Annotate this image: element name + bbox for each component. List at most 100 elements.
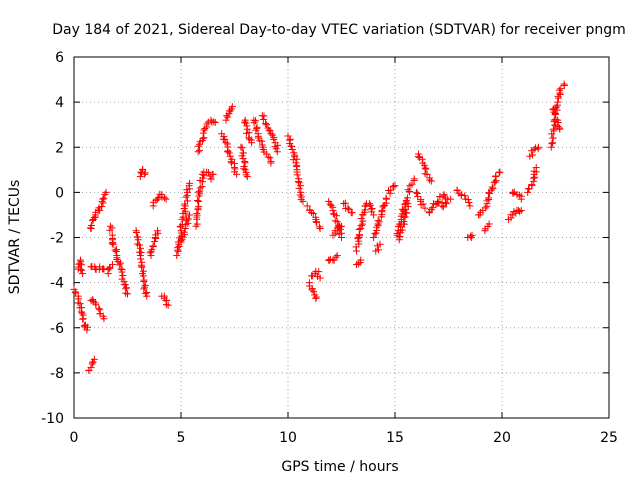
data-point [100, 194, 108, 202]
data-point [421, 204, 429, 212]
data-point [357, 256, 365, 264]
data-point [264, 153, 272, 161]
y-tick-label: -4 [50, 276, 64, 292]
data-point [149, 242, 157, 250]
data-point [403, 209, 411, 217]
data-point [260, 112, 268, 120]
data-point [465, 198, 473, 206]
data-point [532, 164, 540, 172]
y-tick-label: -8 [50, 366, 64, 382]
data-point [488, 183, 496, 191]
data-point [141, 170, 149, 178]
data-point [357, 221, 365, 229]
data-point [489, 185, 497, 193]
data-point [118, 268, 126, 276]
data-point [106, 222, 114, 230]
data-point [239, 155, 247, 163]
data-point [193, 197, 201, 205]
data-point [242, 171, 250, 179]
data-point [221, 135, 229, 143]
data-point [525, 185, 533, 193]
data-point [262, 119, 270, 127]
x-tick-label: 10 [279, 430, 297, 446]
data-point [201, 125, 209, 133]
y-tick-label: 4 [55, 95, 64, 111]
data-point [315, 268, 323, 276]
data-point [207, 175, 215, 183]
data-point [77, 258, 85, 266]
data-point [248, 139, 256, 147]
data-point [137, 249, 145, 257]
data-point [550, 108, 558, 116]
data-point [422, 165, 430, 173]
data-point [224, 113, 232, 121]
data-point [199, 129, 207, 137]
data-point [516, 208, 524, 216]
data-point [434, 197, 442, 205]
data-point [366, 201, 374, 209]
data-point [357, 215, 365, 223]
data-point [209, 170, 217, 178]
data-point [143, 292, 151, 300]
y-tick-label: 6 [55, 50, 64, 66]
data-point [200, 134, 208, 142]
data-point [524, 188, 532, 196]
data-point [134, 236, 142, 244]
data-point [210, 118, 218, 126]
data-points [70, 80, 568, 375]
data-point [316, 274, 324, 282]
data-point [315, 223, 323, 231]
data-point [549, 134, 557, 142]
data-point [87, 221, 95, 229]
data-point [404, 186, 412, 194]
data-point [243, 173, 251, 181]
data-point [332, 253, 340, 261]
y-axis-label: SDTVAR / TECUs [7, 180, 23, 295]
data-point [312, 294, 320, 302]
data-point [382, 194, 390, 202]
data-point [401, 213, 409, 221]
data-point [482, 204, 490, 212]
data-point [173, 252, 181, 260]
data-point [78, 266, 86, 274]
data-point [240, 165, 248, 173]
data-point [273, 148, 281, 156]
data-point [263, 121, 271, 129]
data-point [155, 194, 163, 202]
data-point [204, 169, 212, 177]
data-point [184, 215, 192, 223]
data-point [250, 119, 258, 127]
data-point [410, 175, 418, 183]
data-point [222, 139, 230, 147]
data-point [371, 230, 379, 238]
x-tick-label: 5 [177, 430, 186, 446]
data-point [254, 132, 262, 140]
data-point [186, 179, 194, 187]
data-point [442, 200, 450, 208]
data-point [386, 189, 394, 197]
data-point [228, 103, 236, 111]
data-point [117, 259, 125, 267]
data-point [151, 238, 159, 246]
data-point [461, 192, 469, 200]
data-point [549, 125, 557, 133]
data-point [274, 141, 282, 149]
data-point [270, 135, 278, 143]
data-point [336, 223, 344, 231]
data-point [238, 144, 246, 152]
data-point [414, 153, 422, 161]
data-point [92, 301, 100, 309]
data-point [316, 224, 324, 232]
data-point [194, 188, 202, 196]
data-point [440, 191, 448, 199]
data-point [439, 203, 447, 211]
data-point [338, 222, 345, 230]
data-point [427, 177, 435, 185]
data-point [557, 85, 565, 93]
data-point [375, 218, 383, 226]
data-point [486, 189, 494, 197]
data-point [344, 204, 352, 212]
data-point [141, 283, 149, 291]
